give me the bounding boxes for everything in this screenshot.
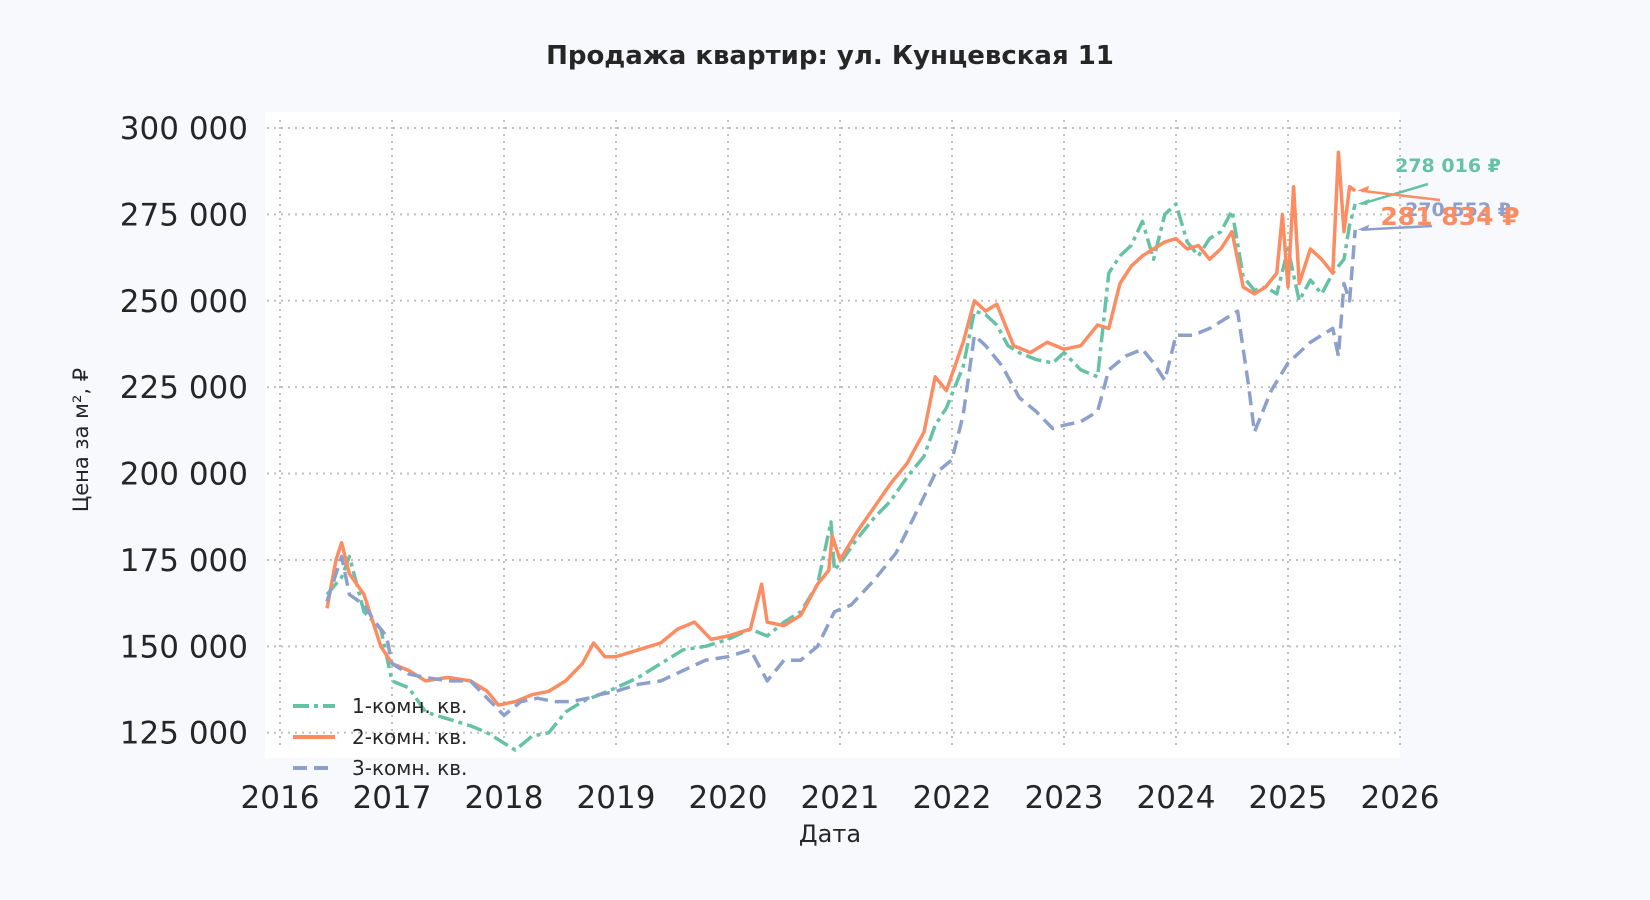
grid (267, 120, 1401, 750)
x-tick-label: 2017 (353, 780, 432, 816)
x-tick-label: 2019 (577, 780, 656, 816)
x-tick-label: 2022 (913, 780, 992, 816)
annotation-arrow (1361, 189, 1441, 202)
annotation-arrowhead (1357, 224, 1370, 231)
y-axis-label: Цена за м², ₽ (69, 368, 93, 512)
series-group (325, 150, 1357, 752)
y-tick-label: 200 000 (120, 457, 248, 493)
chart-title: Продажа квартир: ул. Кунцевская 11 (546, 41, 1114, 71)
x-axis-label: Дата (799, 820, 861, 848)
legend-label: 3-комн. кв. (352, 756, 467, 780)
y-tick-label: 175 000 (120, 543, 248, 579)
y-tick-label: 125 000 (120, 716, 248, 752)
series-line-1 (325, 202, 1357, 752)
x-tick-label: 2026 (1361, 780, 1440, 816)
annotation-label: 281 834 ₽ (1380, 202, 1519, 231)
plot-area (265, 112, 1400, 758)
y-tick-label: 275 000 (120, 197, 248, 233)
annotation-arrowhead (1357, 185, 1370, 192)
annotation-arrow (1361, 224, 1433, 232)
legend-label: 2-комн. кв. (352, 725, 467, 749)
annotations: 278 016 ₽ 270 552 ₽281 834 ₽ (1357, 155, 1520, 232)
x-tick-label: 2021 (801, 780, 880, 816)
x-tick-label: 2016 (241, 780, 320, 816)
legend-label: 1-комн. кв. (352, 694, 467, 718)
y-tick-label: 150 000 (120, 629, 248, 665)
x-tick-label: 2020 (689, 780, 768, 816)
ticks: 2016 2017 2018 2019 2020 2021 2022 2023 2024 2025… (120, 111, 1440, 816)
legend: 1-комн. кв. 2-комн. кв. 3-комн. кв. (293, 694, 467, 780)
y-tick-label: 250 000 (120, 284, 248, 320)
x-tick-label: 2024 (1137, 780, 1216, 816)
x-tick-label: 2018 (465, 780, 544, 816)
y-tick-label: 225 000 (120, 370, 248, 406)
x-tick-label: 2023 (1025, 780, 1104, 816)
series-line-2 (325, 150, 1357, 707)
y-tick-label: 300 000 (120, 111, 248, 147)
series-line-3 (325, 229, 1357, 718)
x-tick-label: 2025 (1249, 780, 1328, 816)
annotation-label: 270 552 ₽ (1405, 199, 1511, 221)
annotation-arrowhead (1357, 198, 1370, 205)
annotation-label: 278 016 ₽ (1395, 155, 1501, 177)
